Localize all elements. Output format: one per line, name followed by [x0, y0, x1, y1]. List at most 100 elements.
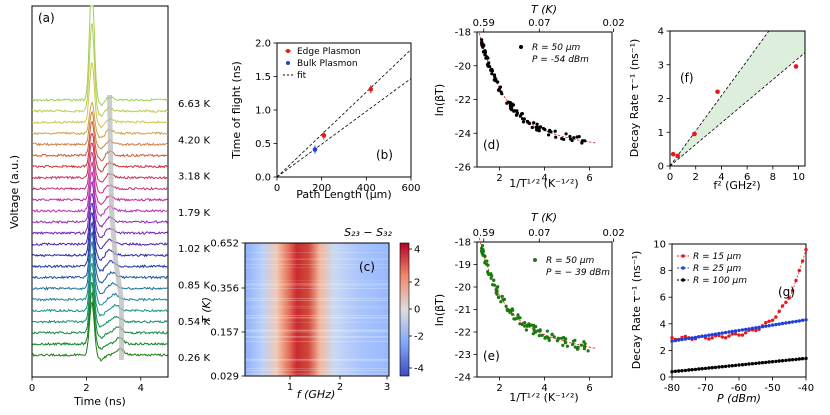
c-cbar-label-1: 2: [414, 278, 420, 289]
panel-c-label: (c): [359, 260, 375, 274]
data-point-27: [489, 276, 493, 280]
g-point-1-2: [677, 338, 681, 342]
top-tick-label-2: 0.02: [602, 18, 624, 29]
data-point-95: [568, 134, 572, 139]
g-point-1-3: [680, 337, 684, 342]
panel-b-marks: [276, 49, 412, 178]
data-point-82: [537, 334, 542, 338]
b-fit-line-1: [276, 49, 412, 178]
data-point-111: [533, 330, 537, 334]
g-point-2-4: [683, 368, 688, 373]
data-point-103: [576, 345, 580, 349]
g-point-0-15: [720, 335, 724, 339]
panel-f-label: (f): [680, 71, 694, 85]
g-point-2-2: [677, 369, 681, 373]
y-tick--20-label: -20: [455, 61, 471, 72]
data-point-64: [554, 135, 558, 139]
f-ytick-0-label: 0: [658, 162, 664, 173]
g-point-2-8: [697, 367, 701, 371]
panel-d-x-label: 1/T¹ᐟ² (K⁻¹ᐟ²): [509, 177, 578, 190]
trace-16: [31, 220, 169, 272]
panel-a-frame: [31, 5, 169, 378]
trace-6: [31, 120, 169, 162]
g-point-2-21: [740, 363, 745, 367]
g-xtick-1-label: -70: [697, 383, 713, 394]
g-point-2-37: [794, 357, 798, 362]
data-point-118: [510, 312, 514, 316]
f-ytick-4-label: 4: [658, 27, 664, 38]
data-point-101: [496, 88, 501, 92]
data-point-74: [502, 297, 507, 301]
c-ytick-3-label: 0.652: [210, 239, 239, 250]
panel-c-colorbar: [399, 242, 410, 377]
f-xtick-10-label: 10: [792, 172, 805, 183]
g-point-2-40: [804, 356, 808, 361]
g-point-1-12: [710, 333, 714, 337]
trace-21: [31, 272, 168, 328]
c-ytick-2-label: 0.356: [210, 284, 239, 295]
g-point-0-39: [800, 259, 805, 263]
c-cbar-label-4: -4: [414, 364, 424, 375]
g-point-2-33: [780, 359, 785, 363]
data-point-80: [518, 114, 523, 118]
g-point-0-20: [737, 333, 741, 337]
g-point-1-21: [740, 328, 745, 332]
legend-r25-label: R = 25 μm: [693, 264, 742, 274]
data-point-84: [505, 307, 509, 312]
panel-a-x-label: Time (ns): [73, 395, 126, 408]
panel-a-traces: [31, 5, 169, 362]
g-point-0-19: [733, 332, 738, 336]
data-point-106: [496, 80, 500, 84]
panel-e-legend-r: R = 50 μm: [546, 256, 595, 266]
data-point-94: [515, 111, 520, 115]
panel-e-marks: [478, 237, 597, 353]
data-point-104: [496, 295, 501, 299]
data-point-68: [538, 328, 542, 332]
x-tick-6-label: 6: [586, 383, 592, 394]
g-point-1-20: [737, 328, 741, 333]
legend-r15-label: R = 15 μm: [693, 252, 742, 262]
data-point-108: [560, 137, 564, 141]
f-upper-bound: [669, 30, 770, 167]
g-point-1-29: [767, 324, 771, 328]
g-ytick-10-label: 10: [653, 240, 666, 251]
g-point-1-31: [774, 322, 778, 327]
data-point-97: [487, 272, 491, 277]
trace-23: [31, 290, 169, 350]
b-ytick-4-label: 2.0: [255, 39, 271, 50]
g-point-1-23: [747, 327, 751, 331]
trace-17: [31, 230, 169, 284]
trace-3: [31, 62, 169, 129]
g-point-2-24: [750, 362, 755, 366]
g-point-2-31: [774, 359, 778, 364]
g-point-0-28: [764, 320, 768, 325]
g-point-0-40: [804, 247, 808, 252]
c-cbar-label-0: 4: [414, 245, 420, 256]
panel-a-x-ticks: 0 2 4: [29, 377, 144, 394]
data-point-117: [480, 250, 484, 254]
y-tick--24-label: -24: [455, 129, 471, 140]
g-point-0-31: [774, 315, 778, 319]
g-point-2-1: [673, 369, 678, 373]
data-point-81: [483, 49, 487, 53]
g-point-1-27: [760, 325, 765, 329]
data-point-113: [517, 316, 521, 320]
g-point-2-16: [723, 364, 728, 369]
panel-a: 6.63 K 4.20 K 3.18 K 1.79 K 1.02 K 0.85 K 0.54…: [8, 5, 210, 408]
data-point-54: [535, 122, 539, 126]
b-point-0-0: [321, 133, 327, 138]
legend-edge-dot: [286, 49, 290, 53]
c-ytick-0-label: 0.029: [210, 372, 239, 383]
y-tick--23-label: -23: [455, 350, 471, 361]
panel-d-label: (d): [483, 138, 500, 152]
top-tick-label-2: 0.02: [602, 228, 624, 239]
g-point-0-11: [707, 337, 711, 341]
panel-f-x-label: f² (GHz²): [713, 179, 760, 192]
panel-g-marks: [670, 247, 808, 374]
g-point-0-32: [777, 309, 781, 313]
legend-r15-dot: [681, 254, 685, 258]
g-point-1-40: [804, 318, 808, 322]
data-point-26: [484, 56, 488, 60]
panel-e-ticks: 2 4 6 -18 -19 -20 -21 -22 -23 -24 0.59 0.07 0.02: [455, 228, 625, 394]
